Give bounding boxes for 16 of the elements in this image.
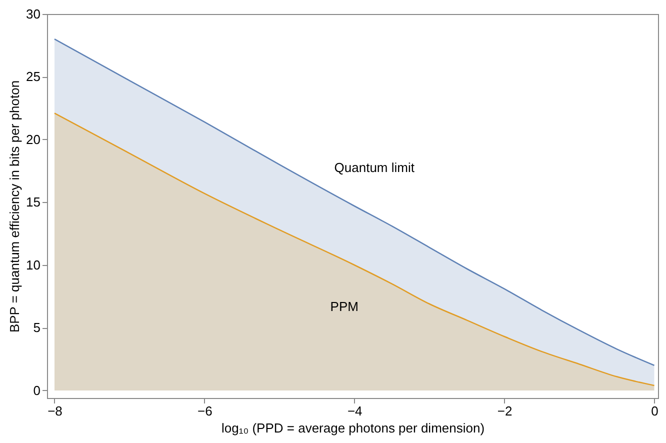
x-tick-label: −4: [347, 404, 362, 418]
series-label: Quantum limit: [334, 160, 415, 175]
y-tick-label: 5: [33, 320, 40, 336]
y-tick-label: 25: [26, 69, 40, 84]
y-tick-label: 0: [33, 382, 40, 398]
x-tick-label: −6: [198, 404, 212, 418]
x-tick-label: −8: [48, 404, 62, 418]
y-tick-label: 10: [26, 257, 40, 272]
y-axis-title: BPP = quantum efficiency in bits per photon: [7, 80, 22, 333]
x-tick-label: 0: [651, 404, 658, 418]
x-axis-title: log₁₀ (PPD = average photons per dimension): [221, 420, 485, 436]
y-tick-label: 15: [26, 194, 40, 210]
series-label: PPM: [330, 298, 358, 314]
x-tick-label: −2: [497, 404, 512, 418]
y-tick-label: 20: [26, 132, 40, 147]
y-tick-label: 30: [26, 6, 40, 22]
